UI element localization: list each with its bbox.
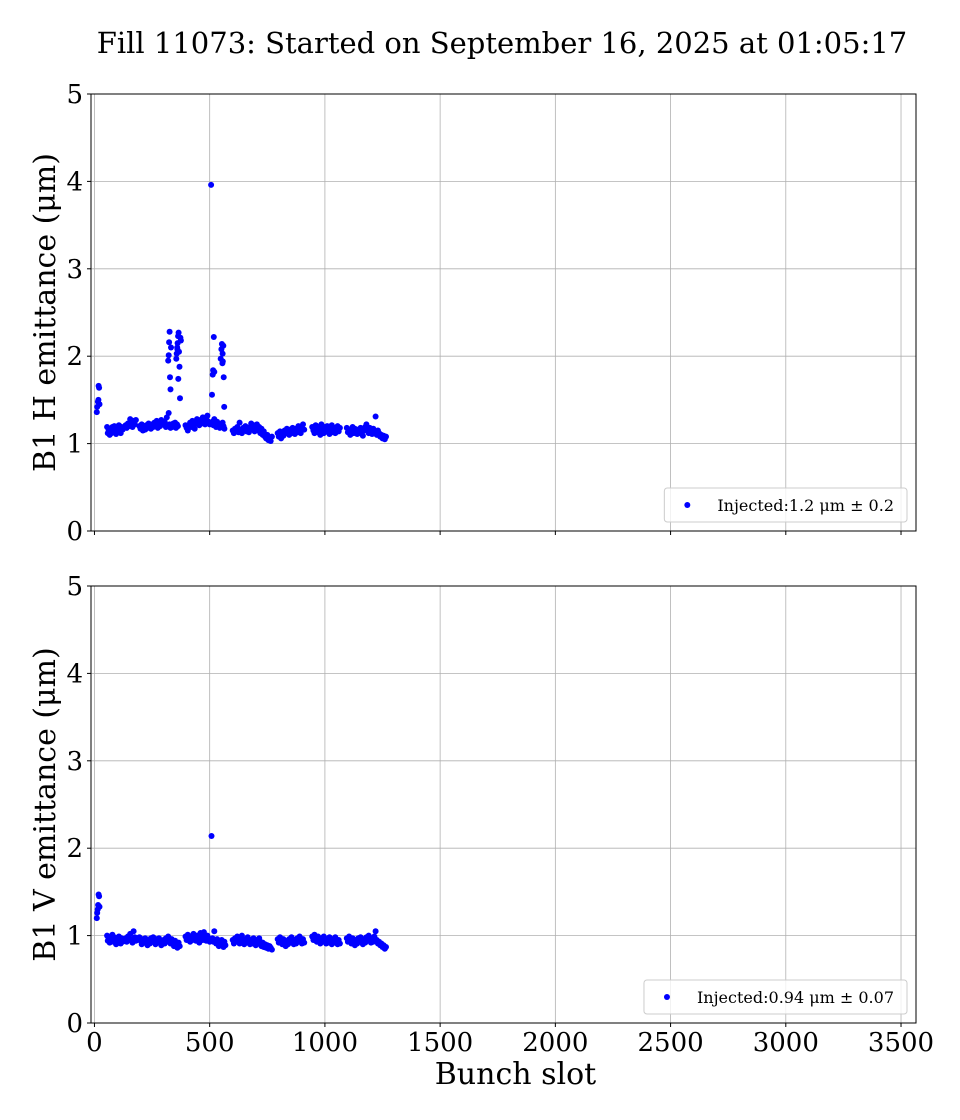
x-tick-label: 3000 xyxy=(753,1028,819,1058)
y-tick-label: 0 xyxy=(66,517,83,547)
data-point xyxy=(175,375,182,382)
data-point xyxy=(168,344,174,351)
data-point xyxy=(372,928,379,935)
data-point xyxy=(96,384,103,391)
data-point xyxy=(176,363,183,370)
data-point xyxy=(221,425,228,432)
data-point xyxy=(165,410,172,416)
data-point xyxy=(210,334,217,340)
data-point xyxy=(236,419,243,426)
y-tick-label: 2 xyxy=(66,834,83,864)
y-axis-label: B1 H emittance (μm) xyxy=(28,153,63,472)
y-tick-label: 4 xyxy=(66,167,83,197)
data-point xyxy=(174,346,181,353)
data-point xyxy=(93,409,100,416)
data-point xyxy=(165,352,172,359)
y-tick-label: 5 xyxy=(66,80,83,110)
legend-box xyxy=(663,487,908,523)
y-tick-label: 1 xyxy=(66,922,83,952)
x-tick-label: 3500 xyxy=(868,1028,934,1058)
data-point xyxy=(176,943,183,950)
y-axis-label: B1 V emittance (μm) xyxy=(28,647,63,961)
data-point xyxy=(383,433,389,440)
legend: Injected:1.2 μm ± 0.2 xyxy=(663,487,908,523)
y-tick-label: 5 xyxy=(66,572,83,602)
data-point xyxy=(165,357,172,364)
legend-label: Injected:1.2 μm ± 0.2 xyxy=(717,496,894,515)
data-point xyxy=(300,421,306,428)
data-point xyxy=(219,358,226,365)
data-point xyxy=(204,412,211,419)
data-point xyxy=(191,425,198,432)
x-tick-label: 0 xyxy=(86,1028,103,1058)
axes-frame xyxy=(90,585,917,1024)
data-point xyxy=(301,939,308,946)
data-point xyxy=(383,944,389,950)
legend-marker xyxy=(663,994,670,1000)
data-point xyxy=(359,432,366,439)
data-point xyxy=(208,833,215,839)
legend-box xyxy=(643,979,908,1015)
data-point xyxy=(220,374,227,381)
data-point xyxy=(211,928,218,935)
v-emittance-panel: 0 1 2 3 4 5 0 500 1000 1500 2000 2500 3000 3500 B1 V e… xyxy=(28,572,934,1092)
data-point xyxy=(268,946,275,953)
y-tick-label: 3 xyxy=(66,747,83,777)
data-point xyxy=(211,368,218,375)
data-point xyxy=(132,417,139,423)
x-tick-label: 1000 xyxy=(292,1028,358,1058)
data-point xyxy=(166,328,173,335)
data-point xyxy=(96,893,103,900)
data-point xyxy=(130,928,137,935)
data-point xyxy=(93,915,100,922)
data-point xyxy=(175,329,182,336)
data-point xyxy=(222,942,229,949)
legend-label: Injected:0.94 μm ± 0.07 xyxy=(697,988,894,1007)
legend: Injected:0.94 μm ± 0.07 xyxy=(643,979,908,1015)
figure-title: Fill 11073: Started on September 16, 202… xyxy=(97,26,908,60)
data-point xyxy=(174,423,181,430)
x-axis-label: Bunch slot xyxy=(435,1057,596,1092)
y-tick-label: 3 xyxy=(66,255,83,285)
y-tick-label: 0 xyxy=(66,1009,83,1039)
data-point xyxy=(96,903,103,910)
data-point xyxy=(336,940,343,947)
data-point xyxy=(177,395,183,402)
data-point xyxy=(220,342,227,349)
y-tick-label: 4 xyxy=(66,659,83,689)
data-point xyxy=(221,403,228,410)
h-emittance-panel: 0 1 2 3 4 5 B1 H emittance (μm) Injected:1.2 μm… xyxy=(28,80,917,547)
x-tick-label: 2500 xyxy=(637,1028,703,1058)
data-point xyxy=(209,391,215,398)
data-point xyxy=(336,424,343,431)
data-point xyxy=(301,426,308,433)
data-point xyxy=(208,181,215,188)
x-tick-label: 1500 xyxy=(407,1028,473,1058)
x-tick-label: 2000 xyxy=(522,1028,588,1058)
data-point xyxy=(167,386,174,393)
axes-frame xyxy=(90,93,917,532)
y-tick-label: 2 xyxy=(66,342,83,372)
data-point xyxy=(268,433,275,440)
x-tick-label: 500 xyxy=(185,1028,235,1058)
data-point xyxy=(173,355,180,362)
data-point xyxy=(166,339,173,346)
y-tick-label: 1 xyxy=(66,430,83,460)
data-point xyxy=(167,374,173,381)
legend-marker xyxy=(684,502,691,508)
data-point xyxy=(96,401,103,408)
data-point xyxy=(372,413,379,420)
data-point xyxy=(219,350,226,357)
data-point xyxy=(177,337,184,344)
